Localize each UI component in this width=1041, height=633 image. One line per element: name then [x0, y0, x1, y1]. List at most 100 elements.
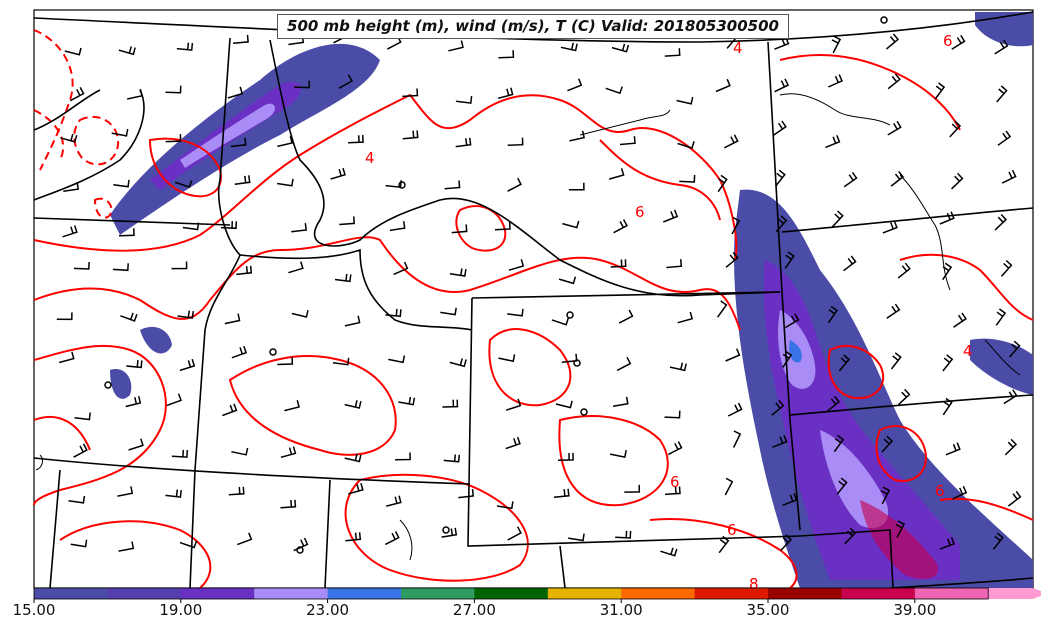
wind-barb	[280, 499, 297, 509]
wind-barb	[402, 130, 419, 140]
wind-barb	[455, 96, 473, 104]
wind-barb	[833, 434, 845, 453]
colorbar-segment	[768, 588, 842, 599]
wind-barb	[939, 211, 955, 225]
colorbar-segment	[474, 588, 549, 599]
wind-barb	[402, 88, 419, 98]
wind-barb	[890, 352, 902, 370]
contour-label: 6	[670, 473, 680, 491]
wind-barb	[280, 446, 297, 459]
wind-barb	[611, 43, 630, 53]
wind-barb	[165, 489, 182, 498]
wind-barb	[291, 223, 308, 233]
wind-barb	[553, 488, 570, 499]
wind-barb	[508, 259, 525, 271]
wind-barb	[449, 268, 467, 277]
wind-barb	[881, 435, 894, 453]
wind-barb	[291, 310, 309, 318]
wind-barb	[348, 135, 364, 144]
wind-barb	[669, 362, 687, 372]
wind-barb	[227, 86, 244, 99]
wind-barb	[997, 130, 1012, 146]
wind-barb	[561, 353, 578, 363]
wind-barb	[785, 313, 800, 329]
wind-barb	[994, 39, 1009, 55]
wind-barb	[234, 175, 251, 186]
wind-barb	[844, 527, 857, 545]
wind-barb	[616, 356, 632, 372]
wind-barb	[507, 137, 524, 147]
wind-barb	[179, 540, 198, 549]
wind-barb	[118, 46, 136, 56]
wind-barb	[995, 308, 1007, 326]
wind-barb	[231, 447, 249, 456]
wind-barb	[994, 213, 1008, 231]
wind-barb	[717, 174, 728, 193]
wind-barb	[774, 78, 790, 93]
wind-barb	[831, 210, 844, 228]
wind-barb	[715, 78, 731, 93]
wind-barb	[771, 399, 785, 416]
wind-barb	[125, 396, 142, 408]
wind-barb	[780, 534, 793, 552]
contour-label: 6	[943, 32, 953, 50]
wind-barb	[1003, 389, 1018, 405]
wind-barb	[952, 485, 968, 500]
colorbar-segment	[34, 588, 108, 599]
contour-label: 6	[935, 482, 945, 500]
wind-barb	[718, 535, 730, 554]
wind-barb	[732, 430, 742, 448]
colorbar-tick-label: 19.00	[159, 601, 203, 619]
contour-label: 4	[963, 342, 973, 360]
wind-barb	[560, 42, 578, 52]
wind-barb	[344, 453, 362, 463]
wind-barb	[338, 74, 353, 90]
wind-barb	[725, 348, 741, 362]
wind-barb	[166, 393, 182, 407]
wind-barb	[784, 251, 795, 269]
wind-barb	[74, 412, 91, 421]
negative-temperature-contours	[33, 29, 120, 219]
wind-barb	[775, 215, 788, 233]
wind-barb	[395, 452, 411, 461]
wind-barb	[827, 74, 843, 88]
wind-barb	[897, 262, 911, 279]
wind-barb	[111, 128, 129, 137]
wind-barb	[843, 255, 857, 272]
wind-barb	[831, 35, 842, 54]
wind-barb	[895, 520, 906, 538]
wind-barb	[440, 307, 457, 316]
wind-barb	[772, 120, 787, 136]
wind-barb	[73, 443, 88, 458]
wind-barb	[1004, 438, 1018, 456]
wind-barb	[897, 388, 911, 406]
wind-barb	[1007, 490, 1022, 507]
wind-barb	[619, 136, 636, 146]
wind-barb	[774, 169, 786, 187]
wind-barb	[942, 397, 953, 416]
wind-barb	[605, 86, 623, 95]
colorbar-segment	[914, 588, 989, 599]
wind-barb	[448, 40, 464, 52]
wind-barb	[618, 309, 634, 324]
wind-barb	[113, 179, 130, 188]
colorbar-segment	[254, 588, 329, 599]
contour-label: 4	[733, 39, 743, 57]
wind-barb	[345, 532, 362, 542]
wind-barb	[112, 263, 129, 272]
wind-barb	[73, 261, 90, 270]
wind-barb	[887, 120, 902, 136]
wind-barb	[451, 224, 468, 234]
wind-barb	[62, 225, 78, 238]
wind-barb	[224, 313, 241, 325]
contour-label: 8	[749, 575, 759, 593]
wind-barb	[945, 442, 961, 456]
wind-barb	[664, 486, 681, 496]
colorbar-segment	[547, 588, 622, 599]
wind-barb	[608, 168, 625, 180]
wind-barb	[1001, 169, 1017, 184]
wind-barb	[551, 317, 570, 326]
wind-barb	[496, 501, 514, 510]
wind-barb	[236, 265, 253, 276]
